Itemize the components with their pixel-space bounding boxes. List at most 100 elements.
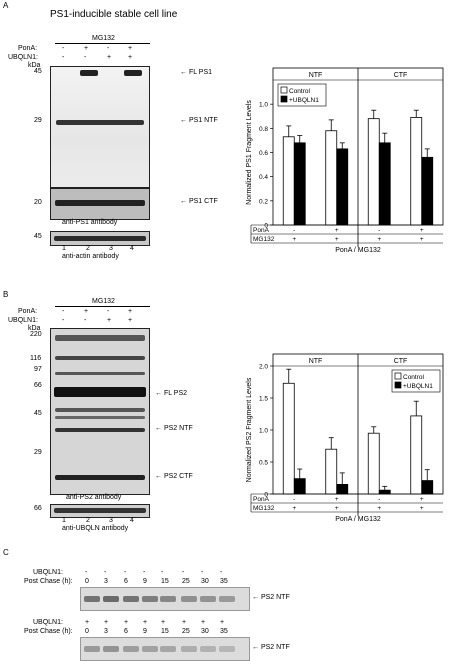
c-band [142, 646, 158, 652]
group-label-ntf: NTF [309, 358, 323, 365]
c-band [84, 646, 100, 652]
a-r0-v2: - [107, 45, 110, 52]
legend-label: +UBQLN1 [289, 97, 319, 104]
b-lane-2: 2 [86, 517, 90, 524]
c-ubqln-value: + [124, 619, 129, 626]
c-band-label: ← PS2 NTF [252, 594, 290, 602]
c-ubqln-value: - [161, 569, 164, 576]
c-band [200, 596, 216, 602]
b-mw-66: 66 [34, 382, 42, 389]
bar-ubqln1 [378, 142, 391, 226]
a-r1-v1: - [84, 54, 87, 61]
c-time-value: 0 [85, 578, 89, 585]
b-band-97 [55, 372, 145, 375]
a-kda: kDa [28, 62, 41, 69]
b-mg132-line [55, 306, 150, 307]
a-label-ntf: ← PS1 NTF [180, 117, 218, 125]
c-ubqln-value: + [143, 619, 148, 626]
bar-ubqln1 [336, 148, 349, 226]
legend-box [277, 83, 327, 107]
y-tick-label: 0 [264, 492, 268, 499]
c-ubqln-value: - [201, 569, 204, 576]
condition-value: + [292, 505, 296, 512]
c-chase-label: Post Chase (h): [24, 578, 73, 585]
y-axis-label: Normalized PS1 Fragment Levels [246, 100, 253, 205]
c-time-value: 9 [143, 628, 147, 635]
a-band-actin [54, 236, 146, 241]
b-lane-3: 3 [109, 517, 113, 524]
b-r1-v0: - [62, 317, 65, 324]
panel-a-letter: A [3, 1, 9, 10]
c-ubqln-value: - [85, 569, 88, 576]
a-band-ntf [56, 120, 144, 125]
condition-value: + [335, 227, 339, 234]
c-ubqln-value: + [85, 619, 90, 626]
bar-ubqln1 [421, 480, 434, 495]
c-time-value: 15 [161, 578, 169, 585]
c-time-value: 3 [104, 628, 108, 635]
c-band [123, 646, 139, 652]
c-time-value: 3 [104, 578, 108, 585]
c-time-value: 6 [124, 578, 128, 585]
b-r0-v2: - [107, 308, 110, 315]
c-time-value: 9 [143, 578, 147, 585]
condition-value: + [335, 236, 339, 243]
c-band [181, 646, 197, 652]
legend-box [391, 369, 441, 393]
condition-value: - [378, 227, 380, 234]
condition-value: + [377, 236, 381, 243]
bar-ubqln1 [336, 483, 349, 495]
a-lane-2: 2 [86, 245, 90, 252]
b-mw-97: 97 [34, 366, 42, 373]
a-western-blot-main [50, 66, 150, 188]
condition-value: - [293, 496, 295, 503]
a-r1-v2: + [107, 54, 112, 61]
chart-b: NTF CTF 0 0.5 1.0 1.5 2.0 Normalized PS2 Fragme… [246, 353, 444, 523]
bar-ubqln1 [293, 142, 306, 226]
legend-swatch [280, 95, 288, 103]
c-band [142, 596, 158, 602]
c-time-value: 0 [85, 628, 89, 635]
a-band-label-ntf: PS1 NTF [188, 117, 218, 124]
c-band [181, 596, 197, 602]
c-band [200, 646, 216, 652]
legend-swatch [280, 86, 288, 94]
a-r1-v0: - [62, 54, 65, 61]
b-band-fl [54, 387, 146, 397]
a-band-label-ctf: PS1 CTF [188, 198, 218, 205]
a-r0-v1: + [84, 45, 89, 52]
b-band-ntf [55, 428, 145, 432]
c-ubqln-value: - [124, 569, 127, 576]
c-arrow-icon: ← [252, 594, 261, 601]
y-tick-label: 1.5 [259, 396, 268, 403]
bar-control [282, 136, 295, 226]
y-tick-label: 2.0 [259, 364, 268, 371]
condition-label-mg132: MG132 [253, 236, 275, 243]
bar-control [325, 448, 338, 495]
y-tick-label: 0.5 [259, 460, 268, 467]
b-mw-bottom: 66 [34, 505, 42, 512]
c-time-value: 30 [201, 578, 209, 585]
a-r0-v3: + [128, 45, 133, 52]
c-band [219, 646, 235, 652]
a-mw-20: 20 [34, 199, 42, 206]
a-arrow-icon-3: ← [180, 198, 187, 205]
b-mw-45: 45 [34, 410, 42, 417]
b-ubqln1-label: UBQLN1: [8, 317, 38, 324]
a-mw-actin: 45 [34, 233, 42, 240]
group-label-ctf: CTF [394, 72, 408, 79]
legend-swatch [394, 372, 402, 380]
chart-a: NTF CTF 0 0.2 0.4 0.6 0.8 1.0 Normalized PS1 Fra… [246, 67, 444, 254]
c-gel [80, 587, 250, 611]
b-band-ubqln [54, 508, 146, 513]
x-axis-label: PonA / MG132 [335, 516, 381, 523]
c-arrow-icon: ← [252, 644, 261, 651]
b-band-label-ctf: PS2 CTF [163, 473, 193, 480]
condition-label-pona: PonA [253, 227, 270, 234]
c-ubqln-value: - [104, 569, 107, 576]
c-band [160, 646, 176, 652]
condition-label-pona: PonA [253, 496, 270, 503]
c-band-label: ← PS2 NTF [252, 644, 290, 652]
c-ubqln-value: - [182, 569, 185, 576]
y-tick-label: 0.8 [259, 126, 268, 133]
